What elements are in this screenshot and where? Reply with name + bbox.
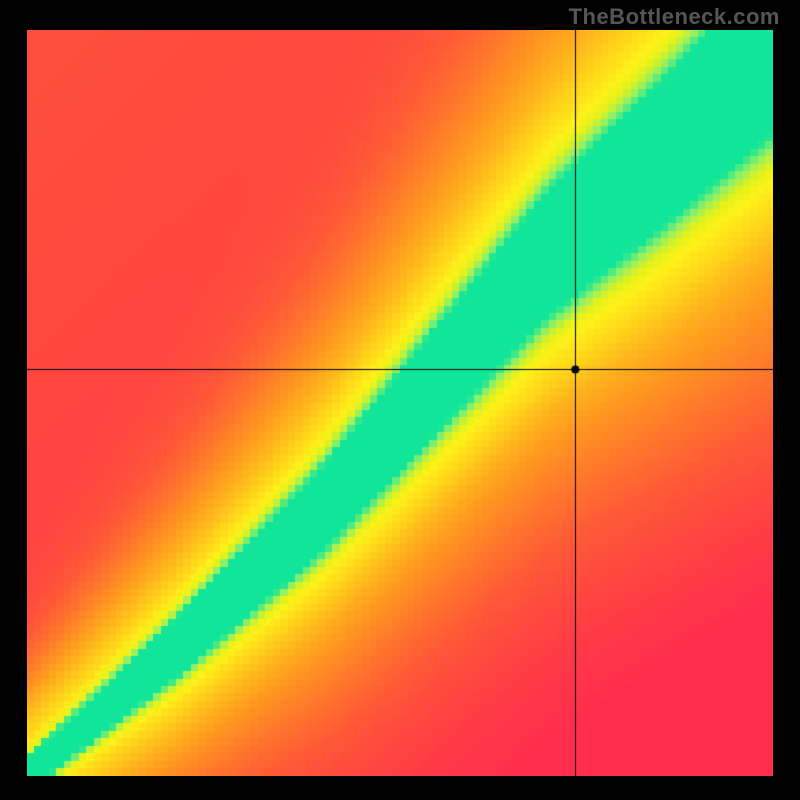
- watermark-text: TheBottleneck.com: [569, 4, 780, 30]
- crosshair-overlay: [27, 30, 773, 776]
